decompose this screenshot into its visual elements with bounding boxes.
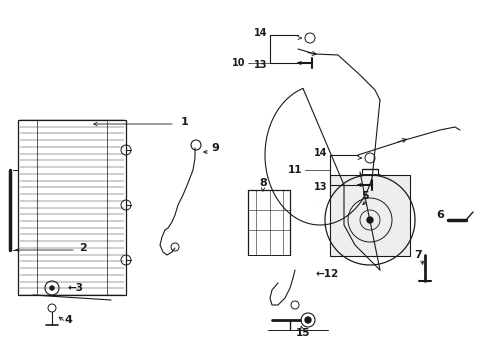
- Bar: [18, 120, 126, 295]
- Text: 11: 11: [287, 165, 302, 175]
- Text: 13: 13: [313, 182, 326, 192]
- Text: 8: 8: [259, 178, 266, 188]
- Text: 4: 4: [64, 315, 72, 325]
- Text: 2: 2: [79, 243, 87, 253]
- Text: ←3: ←3: [68, 283, 84, 293]
- Text: 6: 6: [435, 210, 443, 220]
- Circle shape: [305, 317, 310, 323]
- Text: 1: 1: [181, 117, 188, 127]
- Circle shape: [50, 286, 54, 290]
- Text: 10: 10: [231, 58, 244, 68]
- Text: 7: 7: [413, 250, 421, 260]
- Text: 9: 9: [211, 143, 219, 153]
- Text: 15: 15: [295, 328, 309, 338]
- Text: ←12: ←12: [315, 269, 339, 279]
- Text: 14: 14: [313, 148, 326, 158]
- Text: 5: 5: [361, 191, 368, 201]
- Bar: [329, 175, 409, 256]
- Text: 13: 13: [253, 60, 266, 70]
- Circle shape: [366, 217, 372, 223]
- Text: 14: 14: [253, 28, 266, 38]
